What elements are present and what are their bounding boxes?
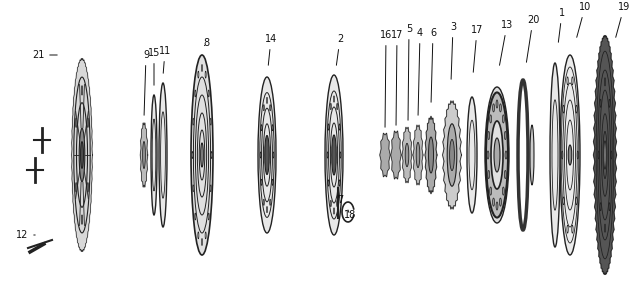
Ellipse shape (496, 100, 498, 108)
Ellipse shape (490, 115, 492, 123)
Ellipse shape (604, 141, 606, 169)
Ellipse shape (332, 135, 336, 175)
Ellipse shape (143, 142, 145, 169)
Text: 7: 7 (337, 195, 343, 205)
Ellipse shape (530, 125, 534, 185)
Ellipse shape (192, 151, 193, 158)
Ellipse shape (151, 95, 157, 215)
Text: 8: 8 (203, 38, 209, 48)
Text: 14: 14 (265, 34, 277, 65)
Ellipse shape (450, 139, 454, 171)
Text: 16: 16 (380, 30, 392, 127)
Ellipse shape (499, 198, 501, 206)
Text: 12: 12 (16, 230, 35, 240)
Ellipse shape (205, 232, 206, 239)
Ellipse shape (193, 185, 194, 192)
Text: 17: 17 (471, 25, 483, 72)
Ellipse shape (496, 202, 498, 210)
Ellipse shape (193, 118, 194, 125)
Ellipse shape (488, 131, 490, 140)
Ellipse shape (205, 71, 206, 78)
Polygon shape (391, 131, 401, 179)
Polygon shape (425, 116, 437, 194)
Ellipse shape (505, 151, 507, 159)
Ellipse shape (491, 121, 503, 189)
Text: 17: 17 (391, 30, 403, 125)
Ellipse shape (490, 187, 492, 195)
Ellipse shape (87, 183, 88, 192)
Ellipse shape (208, 90, 209, 97)
Polygon shape (443, 101, 461, 209)
Text: 5: 5 (406, 24, 412, 120)
Polygon shape (72, 58, 92, 252)
Text: 6: 6 (430, 28, 436, 102)
Ellipse shape (488, 170, 490, 179)
Text: 4: 4 (417, 28, 423, 115)
Ellipse shape (486, 92, 508, 218)
Ellipse shape (499, 104, 501, 112)
Ellipse shape (208, 213, 209, 220)
Ellipse shape (258, 77, 276, 233)
Text: 9: 9 (143, 50, 149, 115)
Ellipse shape (504, 131, 506, 140)
Ellipse shape (81, 86, 83, 95)
Text: 2: 2 (337, 34, 343, 65)
Ellipse shape (416, 142, 420, 168)
Ellipse shape (76, 118, 77, 127)
Ellipse shape (504, 170, 506, 179)
Ellipse shape (485, 87, 509, 223)
Text: 11: 11 (159, 46, 171, 73)
Text: 20: 20 (527, 15, 539, 62)
Polygon shape (593, 35, 616, 275)
Ellipse shape (211, 151, 212, 158)
Polygon shape (140, 123, 148, 187)
Ellipse shape (201, 143, 204, 167)
Text: 21: 21 (32, 50, 57, 60)
Ellipse shape (568, 145, 572, 165)
Ellipse shape (198, 232, 199, 239)
Ellipse shape (159, 83, 167, 227)
Ellipse shape (502, 115, 504, 123)
Ellipse shape (325, 75, 343, 235)
Text: 3: 3 (450, 22, 456, 79)
Ellipse shape (550, 63, 560, 247)
Ellipse shape (81, 215, 83, 224)
Ellipse shape (87, 118, 88, 127)
Ellipse shape (191, 55, 213, 255)
Text: 1: 1 (558, 8, 565, 42)
Ellipse shape (265, 135, 269, 174)
Polygon shape (413, 125, 423, 185)
Ellipse shape (595, 37, 615, 273)
Ellipse shape (560, 55, 580, 255)
Ellipse shape (195, 90, 196, 97)
Ellipse shape (494, 138, 500, 172)
Ellipse shape (76, 183, 77, 192)
Text: 19: 19 (616, 2, 630, 37)
Polygon shape (380, 133, 390, 177)
Text: 13: 13 (499, 20, 513, 65)
Ellipse shape (444, 103, 460, 207)
Ellipse shape (487, 151, 489, 159)
Ellipse shape (195, 213, 196, 220)
Ellipse shape (502, 187, 504, 195)
Ellipse shape (467, 97, 477, 213)
Ellipse shape (81, 142, 83, 168)
Text: 18: 18 (344, 210, 356, 220)
Polygon shape (402, 127, 412, 183)
Ellipse shape (493, 104, 495, 112)
Ellipse shape (198, 71, 199, 78)
Ellipse shape (493, 198, 495, 206)
Ellipse shape (79, 128, 85, 182)
Text: 15: 15 (148, 48, 160, 85)
Ellipse shape (429, 137, 433, 173)
Ellipse shape (447, 124, 457, 186)
Text: 10: 10 (577, 2, 591, 37)
Ellipse shape (405, 143, 409, 167)
